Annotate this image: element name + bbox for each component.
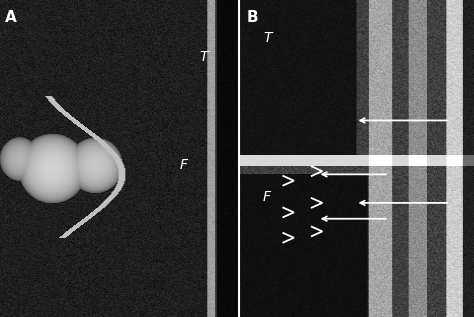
Text: A: A [5, 10, 17, 24]
Text: T: T [199, 50, 208, 64]
Text: T: T [263, 31, 272, 45]
Text: F: F [263, 190, 271, 204]
Text: F: F [180, 158, 188, 172]
Text: B: B [246, 10, 258, 24]
